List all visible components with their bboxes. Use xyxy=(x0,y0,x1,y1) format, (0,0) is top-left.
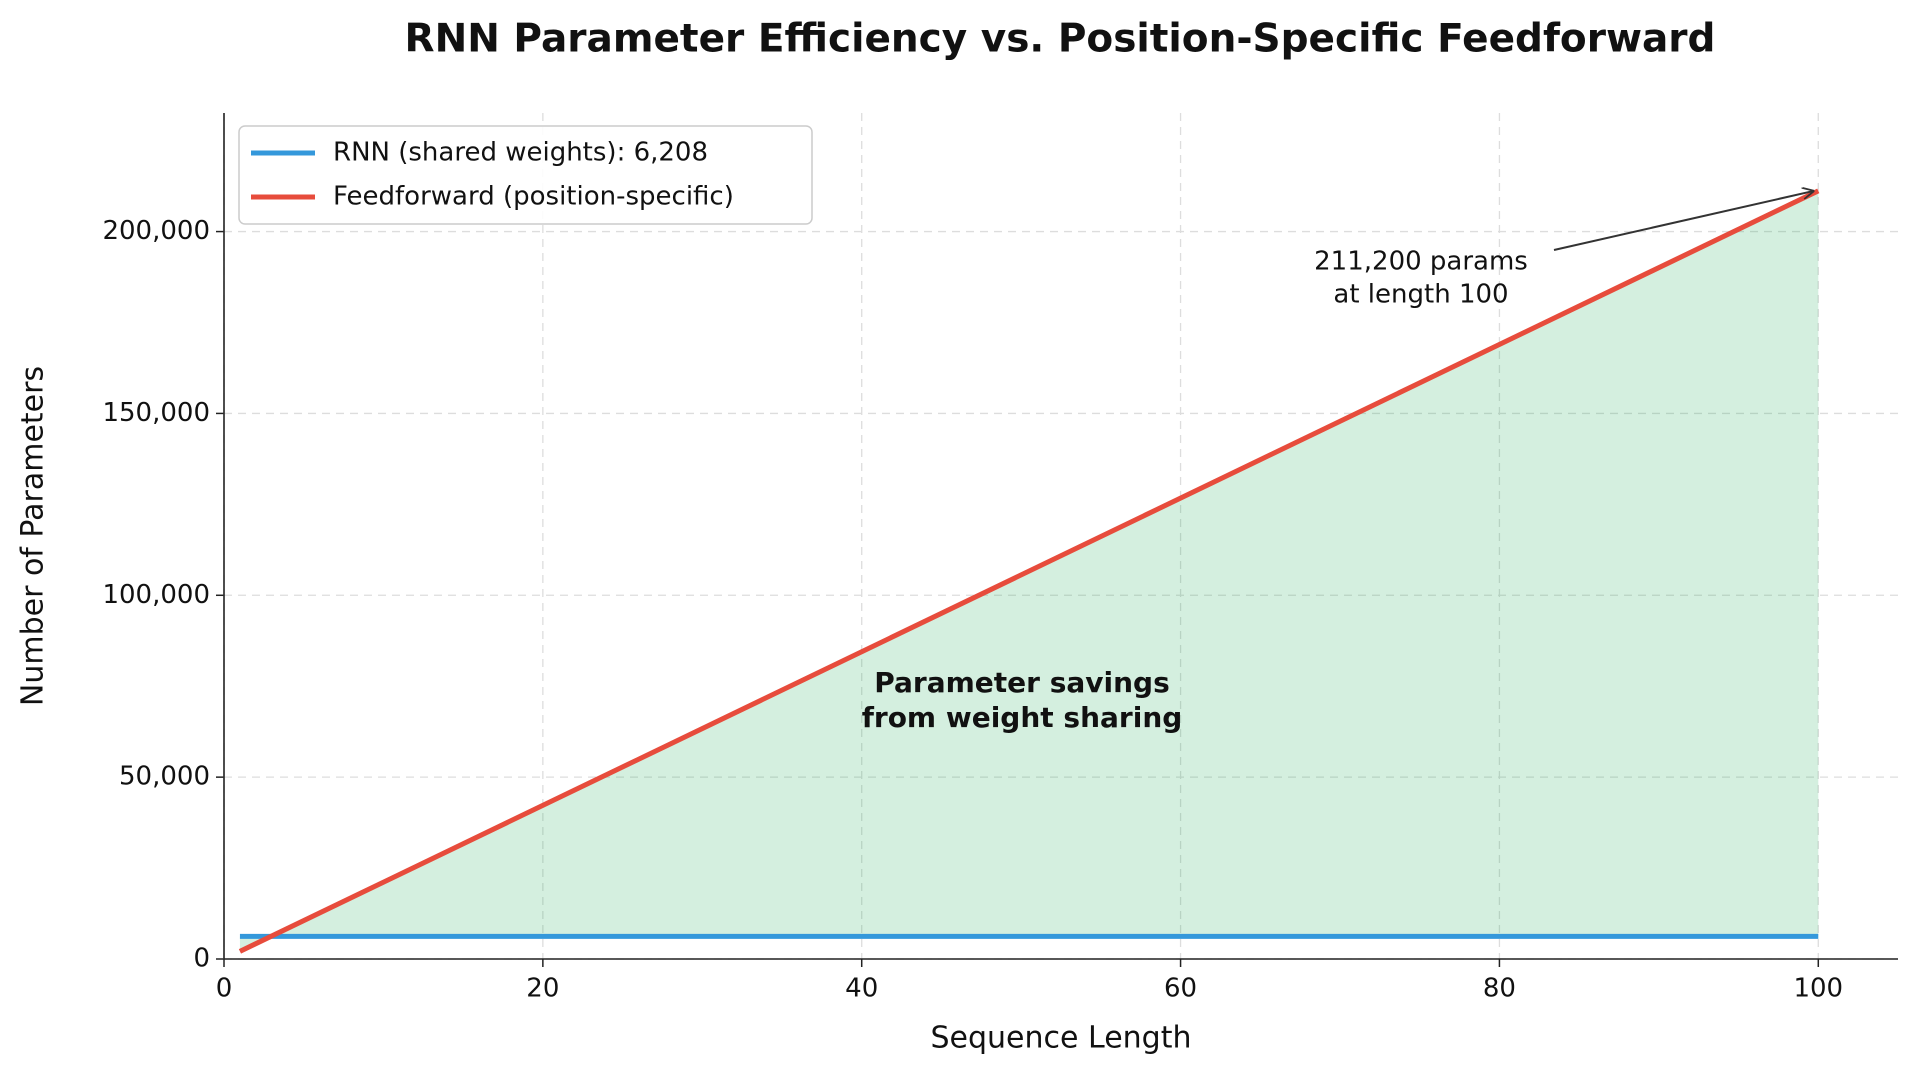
x-tick-label: 80 xyxy=(1483,974,1516,1004)
x-tick-label: 100 xyxy=(1793,974,1843,1004)
x-tick-label: 40 xyxy=(845,974,878,1004)
x-tick-label: 20 xyxy=(526,974,559,1004)
y-tick-label: 200,000 xyxy=(102,216,210,246)
y-tick-label: 50,000 xyxy=(119,762,210,792)
legend-box xyxy=(238,125,813,225)
x-axis-label: Sequence Length xyxy=(931,1021,1192,1056)
x-tick-label: 60 xyxy=(1164,974,1197,1004)
legend: RNN (shared weights): 6,208 Feedforward (… xyxy=(238,125,813,225)
series-line xyxy=(238,188,1820,954)
y-axis-label: Number of Parameters xyxy=(16,366,51,706)
chart-title: RNN Parameter Efficiency vs. Position-Sp… xyxy=(405,17,1716,62)
y-tick-label: 0 xyxy=(193,944,210,974)
annotation: at length 100 xyxy=(1333,280,1508,310)
y-tick-label: 100,000 xyxy=(102,580,210,610)
annotation-arrow xyxy=(1553,191,1814,251)
area-label: from weight sharing xyxy=(862,701,1183,734)
x-tick-label: 0 xyxy=(216,974,233,1004)
legend-label: Feedforward (position-specific) xyxy=(333,182,734,212)
area-label: Parameter savings xyxy=(874,666,1170,699)
annotation: 211,200 params xyxy=(1314,247,1528,277)
legend-label: RNN (shared weights): 6,208 xyxy=(333,138,708,168)
y-tick-label: 150,000 xyxy=(102,398,210,428)
